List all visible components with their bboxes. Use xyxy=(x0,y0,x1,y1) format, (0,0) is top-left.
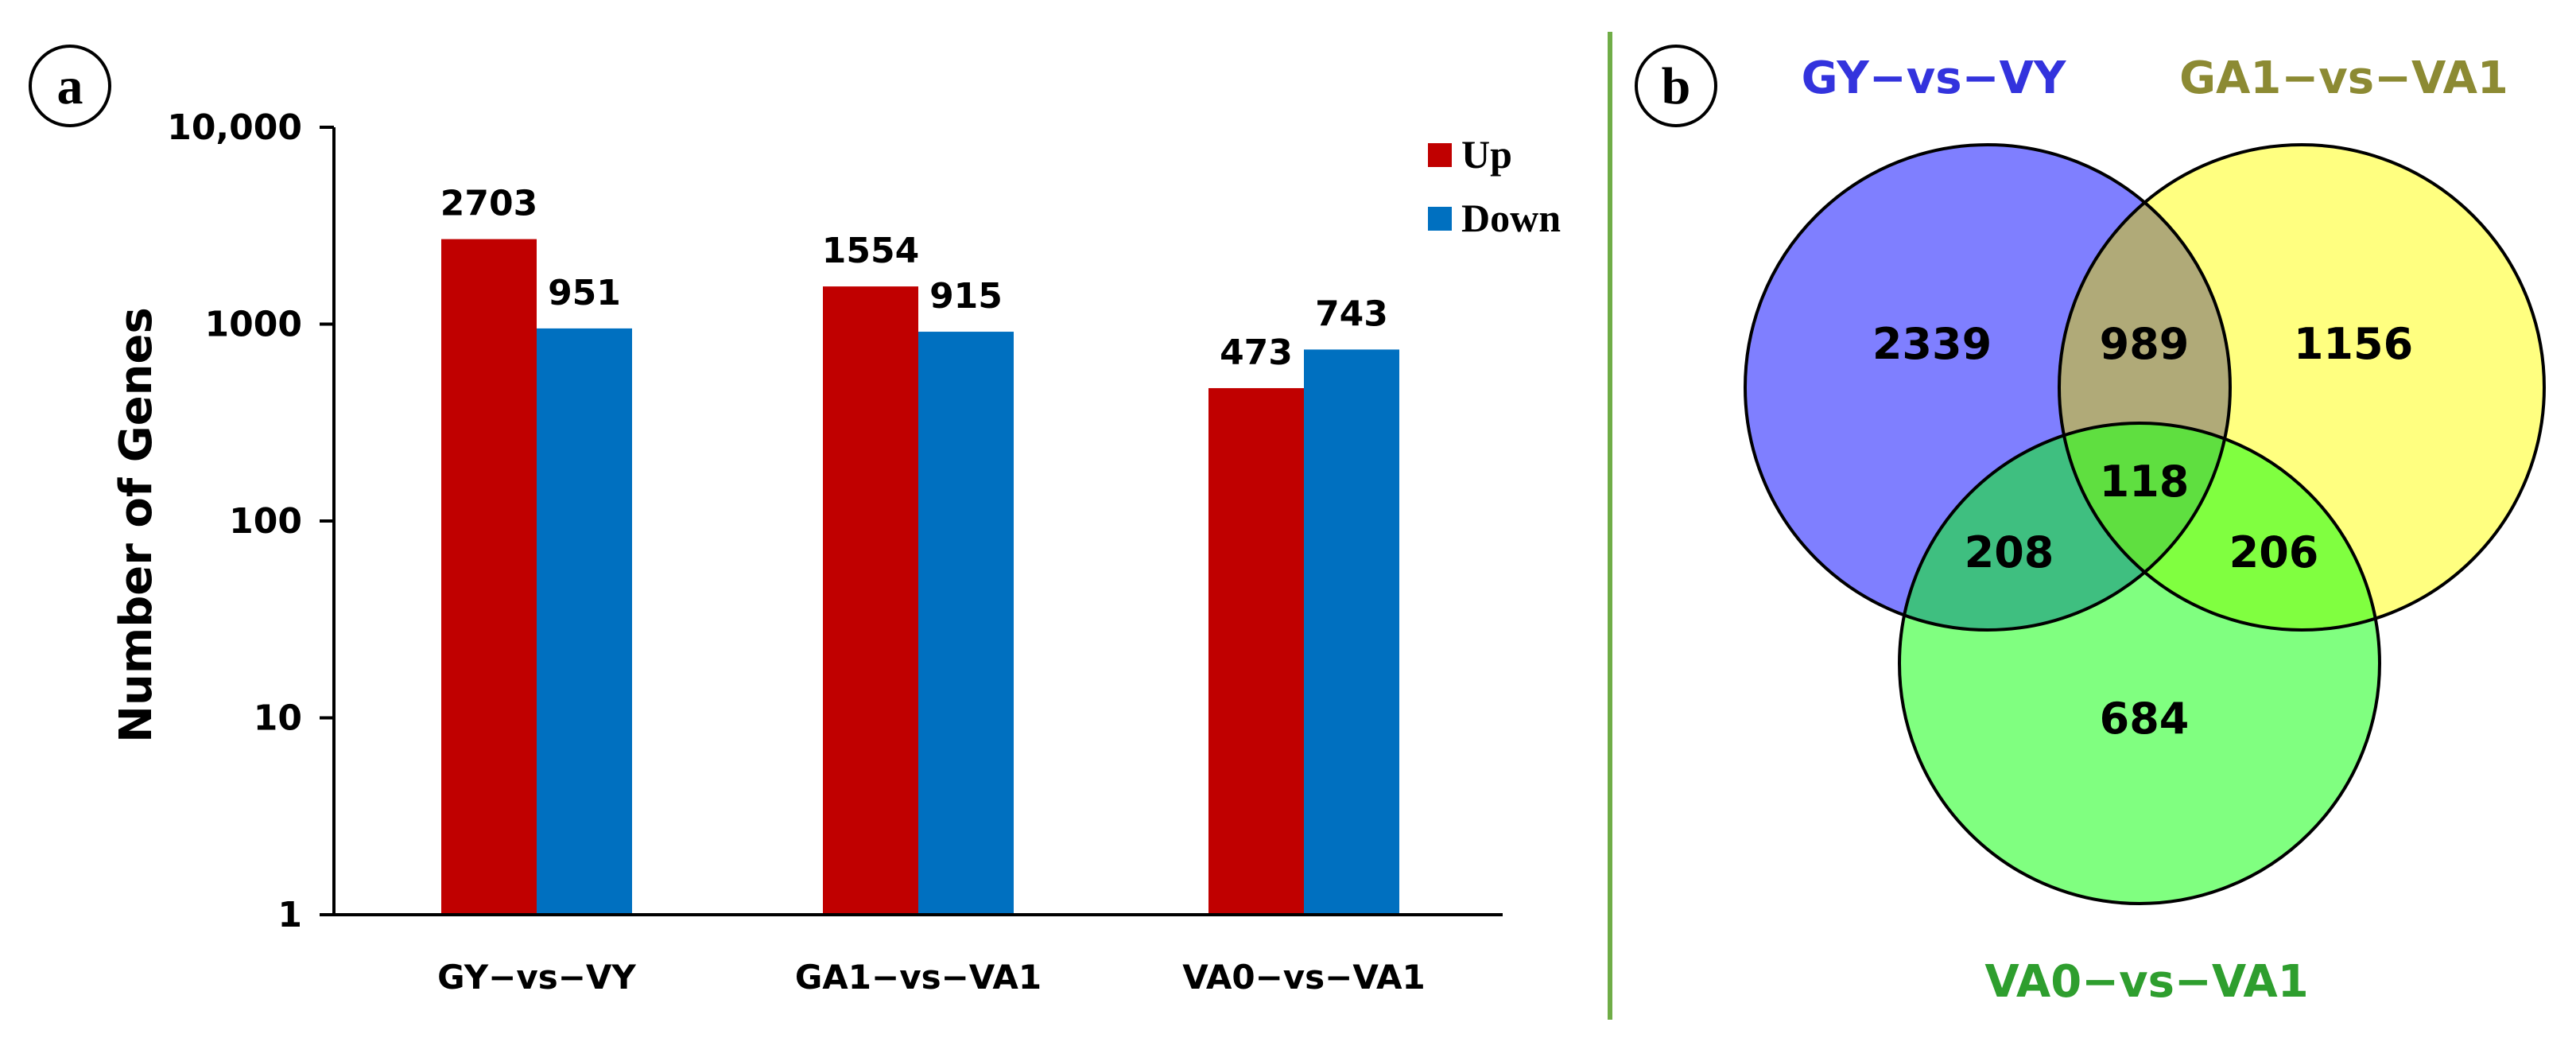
venn-count-ga1-only: 1156 xyxy=(2294,319,2413,369)
legend-label-up: Up xyxy=(1461,132,1512,177)
y-axis-ticks: 1 10 100 1000 10,000 xyxy=(167,107,334,935)
venn-outline-va0-vs-va1 xyxy=(1898,422,2381,905)
bar-up-0 xyxy=(441,239,537,915)
bar-value-label-up-1: 1554 xyxy=(822,231,919,271)
x-tick-label-va0-vs-va1: VA0−vs−VA1 xyxy=(1182,958,1426,997)
y-tick-label: 10,000 xyxy=(167,107,302,148)
venn-count-gy-ga1: 989 xyxy=(2100,319,2190,369)
venn-count-all: 118 xyxy=(2100,457,2190,507)
bar-value-label-down-2: 743 xyxy=(1315,294,1388,334)
panel-b-label-circle xyxy=(1635,45,1717,127)
legend-label-down: Down xyxy=(1461,196,1561,240)
venn-set-label-va0-vs-va1: VA0−vs−VA1 xyxy=(1984,956,2308,1008)
panel-a-label-circle xyxy=(29,45,111,127)
y-tick-label: 1000 xyxy=(205,305,302,345)
venn-count-gy-va0: 208 xyxy=(1965,527,2054,577)
venn-outline-gy-vs-vy xyxy=(1744,143,2232,632)
bar-down-2 xyxy=(1304,349,1399,915)
y-tick-label: 100 xyxy=(229,501,302,542)
venn-count-ga1-va0: 206 xyxy=(2229,527,2319,577)
legend-swatch-up xyxy=(1428,143,1452,167)
bar-value-label-down-0: 951 xyxy=(548,273,621,313)
venn-count-gy-only: 2339 xyxy=(1872,319,1992,369)
venn-set-label-ga1-vs-va1: GA1−vs−VA1 xyxy=(2179,52,2508,104)
bars xyxy=(441,239,1399,916)
panel-a-label: a xyxy=(57,57,83,115)
venn-set-label-gy-vs-vy: GY−vs−VY xyxy=(1802,52,2067,104)
venn-overlap-gy-va0 xyxy=(1899,423,2230,630)
bar-up-1 xyxy=(823,286,918,916)
venn-count-va0-only: 684 xyxy=(2100,694,2190,744)
x-tick-label-gy-vs-vy: GY−vs−VY xyxy=(437,958,636,997)
bar-value-label-down-1: 915 xyxy=(929,276,1003,317)
y-tick-label: 10 xyxy=(254,698,302,739)
bar-value-label-up-2: 473 xyxy=(1220,332,1293,373)
y-axis-title: Number of Genes xyxy=(111,307,162,743)
bar-up-2 xyxy=(1208,387,1304,915)
legend: Up Down xyxy=(1428,132,1561,240)
bar-data-labels: 2703 1554 473 951 915 743 xyxy=(440,184,1388,373)
bar-down-1 xyxy=(918,332,1014,915)
venn-overlap-ga1-va0 xyxy=(2059,423,2380,630)
x-tick-label-ga1-vs-va1: GA1−vs−VA1 xyxy=(795,958,1042,997)
bar-value-label-up-0: 2703 xyxy=(440,184,537,224)
venn-outline-ga1-vs-va1 xyxy=(2058,143,2546,632)
y-tick-label: 1 xyxy=(277,895,302,935)
panel-b-label: b xyxy=(1662,57,1691,115)
bar-down-0 xyxy=(537,328,632,915)
panel-b-venn-diagram: b GY−vs−VY GA1−vs−VA1 VA0−vs−VA1 xyxy=(1635,45,2546,1008)
legend-swatch-down xyxy=(1428,207,1452,231)
